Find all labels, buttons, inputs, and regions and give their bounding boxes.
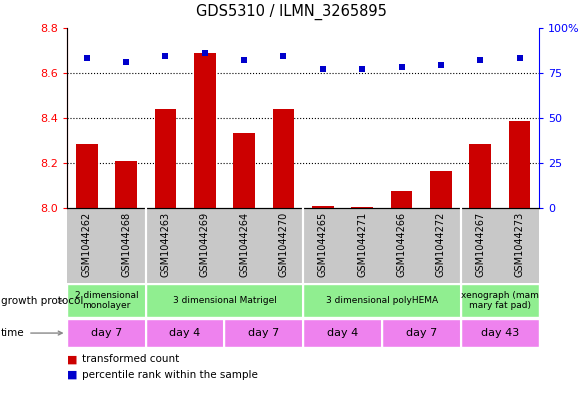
Text: GSM1044262: GSM1044262 — [82, 212, 92, 277]
Text: day 4: day 4 — [327, 328, 358, 338]
Bar — [312, 206, 333, 208]
Text: GDS5310 / ILMN_3265895: GDS5310 / ILMN_3265895 — [196, 4, 387, 20]
Bar — [76, 144, 97, 208]
Point — [476, 57, 485, 63]
Point — [318, 66, 328, 72]
Bar — [303, 319, 382, 347]
Text: GSM1044270: GSM1044270 — [279, 212, 289, 277]
Bar — [391, 191, 412, 208]
Text: GSM1044263: GSM1044263 — [160, 212, 170, 277]
Text: GSM1044264: GSM1044264 — [239, 212, 249, 277]
Point — [121, 59, 131, 65]
Bar — [461, 319, 539, 347]
Point — [82, 55, 92, 61]
Text: growth protocol: growth protocol — [1, 296, 83, 306]
Text: GSM1044269: GSM1044269 — [200, 212, 210, 277]
Text: day 4: day 4 — [170, 328, 201, 338]
Bar — [461, 284, 539, 317]
Bar — [303, 284, 461, 317]
Text: day 7: day 7 — [248, 328, 279, 338]
Bar — [430, 171, 452, 208]
Text: ■: ■ — [67, 354, 78, 364]
Text: GSM1044272: GSM1044272 — [436, 212, 446, 277]
Text: 3 dimensional polyHEMA: 3 dimensional polyHEMA — [326, 296, 438, 305]
Bar — [469, 144, 491, 208]
Text: time: time — [1, 328, 25, 338]
Text: GSM1044271: GSM1044271 — [357, 212, 367, 277]
Point — [357, 66, 367, 72]
Bar — [146, 284, 303, 317]
Text: percentile rank within the sample: percentile rank within the sample — [82, 369, 258, 380]
Bar — [67, 319, 146, 347]
Text: xenograph (mam
mary fat pad): xenograph (mam mary fat pad) — [461, 291, 539, 310]
Bar — [352, 207, 373, 208]
Text: GSM1044266: GSM1044266 — [396, 212, 406, 277]
Point — [515, 55, 524, 61]
Text: transformed count: transformed count — [82, 354, 179, 364]
Text: GSM1044268: GSM1044268 — [121, 212, 131, 277]
Point — [279, 53, 288, 60]
Bar — [146, 319, 224, 347]
Text: 3 dimensional Matrigel: 3 dimensional Matrigel — [173, 296, 276, 305]
Bar — [115, 161, 137, 208]
Text: day 7: day 7 — [406, 328, 437, 338]
Point — [240, 57, 249, 63]
Bar — [154, 109, 176, 208]
Bar — [224, 319, 303, 347]
Point — [161, 53, 170, 60]
Bar — [67, 284, 146, 317]
Text: GSM1044273: GSM1044273 — [515, 212, 525, 277]
Bar — [273, 109, 294, 208]
Text: ■: ■ — [67, 369, 78, 380]
Point — [397, 64, 406, 70]
Bar — [233, 132, 255, 208]
Bar — [509, 121, 531, 208]
Text: GSM1044265: GSM1044265 — [318, 212, 328, 277]
Text: day 7: day 7 — [91, 328, 122, 338]
Bar — [194, 53, 216, 208]
Text: day 43: day 43 — [481, 328, 519, 338]
Point — [436, 62, 445, 69]
Text: 2 dimensional
monolayer: 2 dimensional monolayer — [75, 291, 138, 310]
Text: GSM1044267: GSM1044267 — [475, 212, 485, 277]
Bar — [382, 319, 461, 347]
Point — [200, 50, 209, 56]
